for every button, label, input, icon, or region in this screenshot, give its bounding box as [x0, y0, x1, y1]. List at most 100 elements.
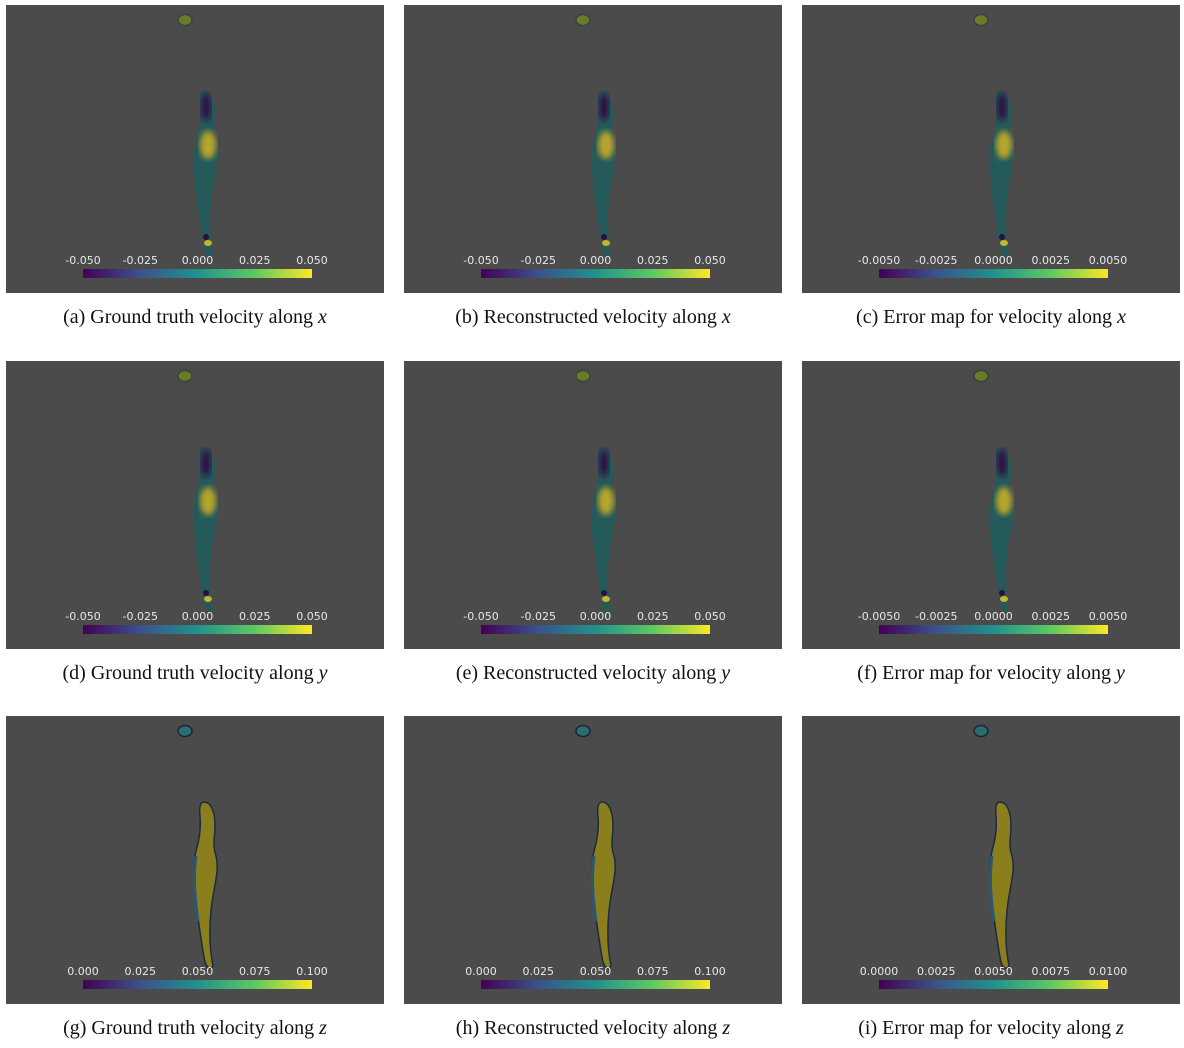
caption-label: (c) — [856, 306, 878, 328]
colorbar-tick-label: -0.025 — [123, 610, 158, 623]
panel: 0.000 0.025 0.050 0.075 0.100 — [404, 716, 782, 1004]
vessel-high — [598, 131, 614, 159]
colorbar-tick-label: 0.025 — [239, 254, 271, 267]
vessel-high — [996, 131, 1012, 159]
colorbar-tick-label: 0.025 — [125, 965, 157, 978]
caption: (f) Error map for velocity along y — [857, 662, 1125, 684]
colorbar-tick-label: 0.075 — [239, 965, 271, 978]
colorbar-tick-label: -0.025 — [521, 254, 556, 267]
colorbar-tick-label: 0.025 — [637, 610, 669, 623]
caption-label: (b) — [455, 306, 478, 328]
vessel-high — [1000, 240, 1008, 246]
colorbar — [481, 625, 710, 634]
colorbar-tick-label: 0.0100 — [1089, 965, 1128, 978]
vessel-low — [203, 590, 209, 596]
colorbar-tick-label: -0.050 — [463, 254, 498, 267]
colorbar-tick-label: -0.050 — [463, 610, 498, 623]
colorbar-tick-label: 0.0000 — [974, 610, 1013, 623]
vessel-section — [177, 724, 193, 738]
colorbar-tick-label: 0.0050 — [1089, 610, 1128, 623]
colorbar-tick-label: 0.000 — [580, 610, 612, 623]
vessel-low — [999, 234, 1005, 240]
vessel-high — [200, 131, 216, 159]
caption-label: (f) — [857, 662, 877, 684]
colorbar-tick-label: 0.050 — [182, 965, 214, 978]
vessel-high — [996, 487, 1012, 515]
colorbar-tick-label: 0.025 — [637, 254, 669, 267]
vessel-section — [575, 13, 591, 27]
panel: -0.050 -0.025 0.000 0.025 0.050 — [404, 5, 782, 293]
caption-label: (a) — [63, 306, 85, 328]
colorbar-tick-label: 0.025 — [523, 965, 555, 978]
caption-label: (i) — [858, 1017, 877, 1039]
colorbar-tick-label: 0.050 — [580, 965, 612, 978]
caption: (h) Reconstructed velocity along z — [456, 1017, 731, 1039]
colorbar-tick-label: 0.000 — [182, 610, 214, 623]
colorbar — [83, 625, 312, 634]
vessel-high — [204, 240, 212, 246]
colorbar — [83, 269, 312, 278]
panel: -0.0050 -0.0025 0.0000 0.0025 0.0050 — [802, 361, 1180, 649]
vessel-section — [973, 13, 989, 27]
caption: (d) Ground truth velocity along y — [63, 662, 328, 684]
vessel-high — [602, 240, 610, 246]
panel: -0.0050 -0.0025 0.0000 0.0025 0.0050 — [802, 5, 1180, 293]
colorbar-tick-label: 0.000 — [465, 965, 497, 978]
caption-text: Error map for velocity along — [882, 662, 1111, 684]
vessel-low — [201, 449, 211, 477]
vessel-low — [601, 234, 607, 240]
caption-text: Reconstructed velocity along — [484, 306, 717, 328]
vessel-high — [204, 596, 212, 602]
vessel-low — [997, 93, 1007, 121]
caption-axis: z — [1115, 1017, 1124, 1039]
caption-axis: x — [1116, 306, 1126, 328]
panel: -0.050 -0.025 0.000 0.025 0.050 — [6, 5, 384, 293]
vessel-low — [599, 93, 609, 121]
colorbar-tick-label: 0.000 — [182, 254, 214, 267]
caption-text: Ground truth velocity along — [90, 306, 313, 328]
vessel-low — [999, 590, 1005, 596]
vessel-section — [973, 369, 989, 383]
colorbar-tick-label: -0.025 — [521, 610, 556, 623]
panel: -0.050 -0.025 0.000 0.025 0.050 — [6, 361, 384, 649]
caption-text: Ground truth velocity along — [91, 1017, 314, 1039]
vessel-low — [601, 590, 607, 596]
caption-text: Error map for velocity along — [883, 306, 1112, 328]
colorbar-tick-label: 0.0050 — [1089, 254, 1128, 267]
caption-axis: y — [317, 662, 328, 684]
colorbar-tick-label: -0.0050 — [858, 610, 900, 623]
caption-label: (d) — [63, 662, 86, 684]
vessel — [591, 801, 616, 969]
panel: 0.000 0.025 0.050 0.075 0.100 — [6, 716, 384, 1004]
caption-text: Error map for velocity along — [882, 1017, 1111, 1039]
vessel-low — [997, 449, 1007, 477]
colorbar-tick-label: 0.0000 — [974, 254, 1013, 267]
colorbar — [481, 269, 710, 278]
colorbar-tick-label: 0.050 — [296, 254, 328, 267]
colorbar-tick-label: 0.000 — [67, 965, 99, 978]
caption-axis: x — [721, 306, 731, 328]
colorbar-tick-label: 0.0050 — [974, 965, 1013, 978]
caption: (g) Ground truth velocity along z — [63, 1017, 327, 1039]
vessel — [193, 801, 218, 969]
vessel-low — [599, 449, 609, 477]
vessel — [989, 801, 1014, 969]
colorbar-tick-label: 0.100 — [694, 965, 726, 978]
caption-axis: z — [318, 1017, 327, 1039]
caption: (i) Error map for velocity along z — [858, 1017, 1124, 1039]
colorbar-tick-label: 0.000 — [580, 254, 612, 267]
colorbar-tick-label: 0.100 — [296, 965, 328, 978]
vessel-edge — [989, 855, 996, 922]
vessel-section — [575, 369, 591, 383]
vessel-high — [200, 487, 216, 515]
caption-axis: y — [719, 662, 730, 684]
caption-text: Reconstructed velocity along — [484, 1017, 717, 1039]
colorbar-tick-label: -0.0050 — [858, 254, 900, 267]
caption-text: Ground truth velocity along — [91, 662, 314, 684]
vessel-section — [973, 724, 989, 738]
colorbar-tick-label: 0.0025 — [1032, 254, 1071, 267]
colorbar-tick-label: 0.050 — [694, 254, 726, 267]
caption-text: Reconstructed velocity along — [483, 662, 716, 684]
colorbar-tick-label: 0.0025 — [1032, 610, 1071, 623]
